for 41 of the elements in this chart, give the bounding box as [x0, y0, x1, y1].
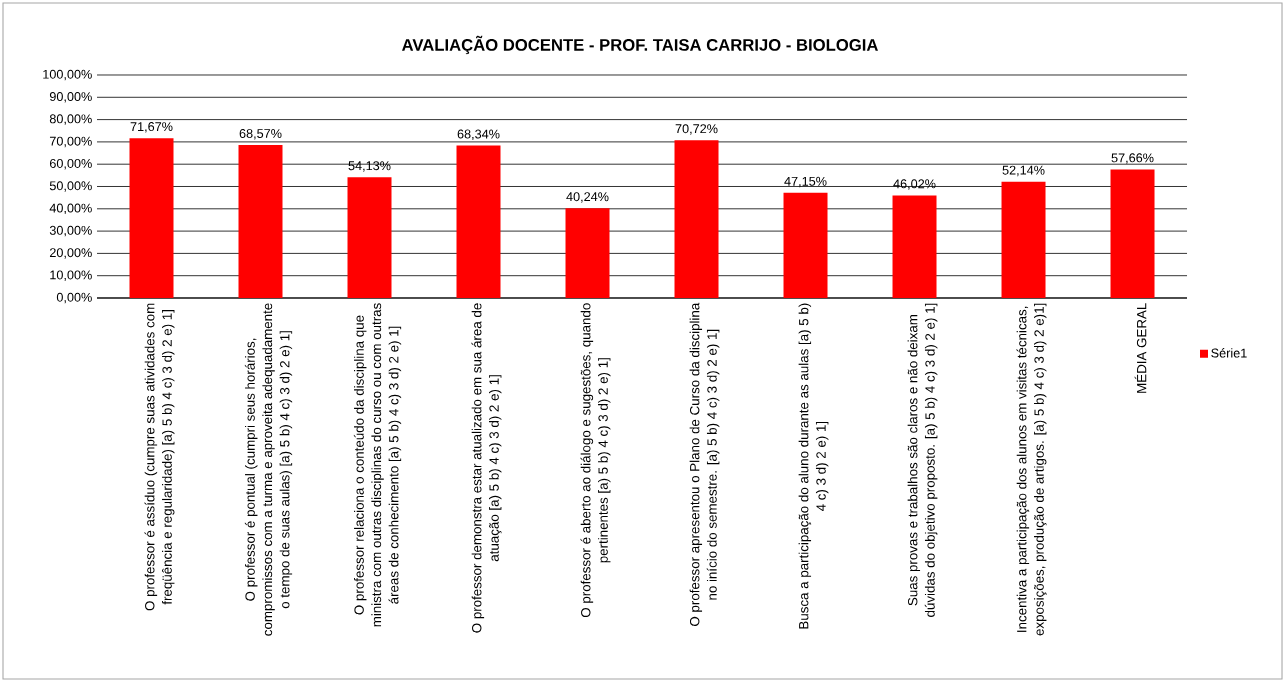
- x-tick-label: O professor é pontual (cumpri seus horários, compromissos com a turma e aproveita adequadamente o tempo de suas aulas) [a) 5 b) 4 c) 3 d) 2 e) 1]: [244, 303, 293, 636]
- data-label: 47,15%: [784, 176, 827, 188]
- x-tick-label: Busca a participação do aluno durante as aulas [a) 5 b) 4 c) 3 d) 2 e) 1]: [798, 303, 829, 629]
- y-tick-label: 10,00%: [50, 270, 92, 281]
- bar: [892, 195, 937, 298]
- bar: [456, 145, 501, 298]
- y-tick-label: 40,00%: [49, 203, 92, 215]
- bar: [783, 192, 828, 298]
- data-label: 54,13%: [348, 161, 391, 172]
- bar: [565, 208, 610, 298]
- x-tick-label: O professor demonstra estar atualizado em sua área de atuação [a) 5 b) 4 c) 3 d) 2 e) 1]: [471, 303, 502, 633]
- y-tick-label: 80,00%: [49, 114, 92, 125]
- x-tick-label: Incentiva a participação dos alunos em visitas técnicas, exposições, produção de artigos. [a) 5 b) 4 c) 3 d) 2 e)1]: [1016, 303, 1047, 636]
- bar: [129, 138, 174, 298]
- x-tick-label: O professor é aberto ao diálogo e sugestões, quando pertinentes [a) 5 b) 4 c) 3 d) 2 e) 1]: [580, 303, 611, 618]
- y-tick-label: 70,00%: [49, 136, 92, 148]
- x-tick-label: O professor é assíduo (cumpre suas atividades com freqüência e regularidade) [a) 5 b) 4 c) 3 d) 2 e) 1]: [144, 303, 175, 611]
- bar: [674, 140, 719, 298]
- y-tick-label: 20,00%: [49, 248, 92, 259]
- bar: [1110, 169, 1155, 298]
- bar: [347, 177, 392, 298]
- legend-label: Série1: [1211, 348, 1247, 358]
- x-tick-label: Suas provas e trabalhos são claros e não deixam dúvidas do objetivo proposto. [a) 5 b) 4 c) 3 d) 2 e) 1]: [907, 303, 938, 617]
- data-label: 40,24%: [566, 192, 609, 203]
- data-label: 68,57%: [239, 129, 282, 140]
- bar: [1001, 181, 1046, 298]
- data-label: 71,67%: [130, 122, 173, 133]
- data-label: 68,34%: [457, 129, 500, 141]
- y-tick-label: 90,00%: [49, 92, 92, 103]
- data-label: 57,66%: [1111, 153, 1154, 164]
- y-tick-label: 30,00%: [49, 225, 92, 237]
- y-tick-label: 100,00%: [43, 69, 92, 81]
- x-tick-label: MÉDIA GERAL: [1134, 303, 1147, 393]
- data-label: 52,14%: [1002, 165, 1045, 177]
- x-tick-label: O professor relaciona o conteúdo da disciplina que ministra com outras disciplinas do curso ou com outras áreas de conhecimento [a) 5 b) 4 c) 3 d) 2 e) 1]: [353, 303, 402, 627]
- y-tick-label: 50,00%: [49, 181, 92, 192]
- data-label: 70,72%: [675, 124, 718, 135]
- y-tick-label: 0,00%: [56, 292, 92, 304]
- chart-title: AVALIAÇÃO DOCENTE - PROF. TAISA CARRIJO - BIOLOGIA: [402, 35, 878, 55]
- y-tick-label: 60,00%: [49, 158, 92, 170]
- bar: [238, 145, 283, 298]
